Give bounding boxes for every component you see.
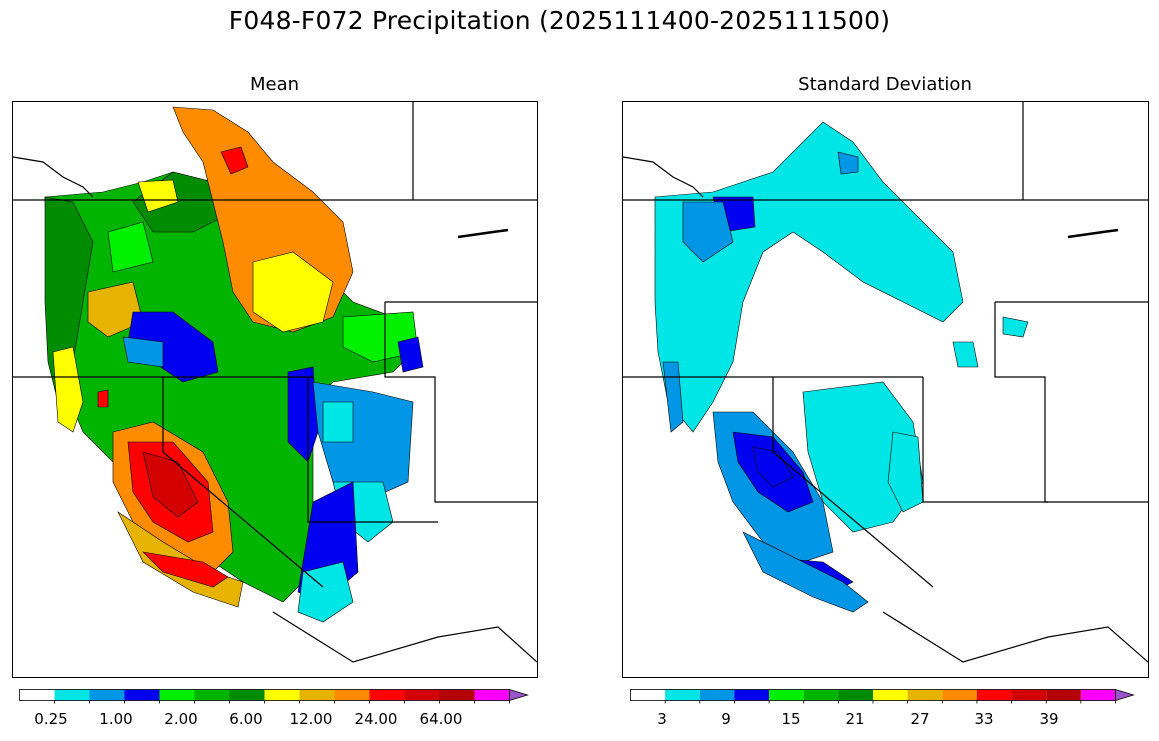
colorbar-swatch [89,689,125,701]
colorbar-swatch [699,689,735,701]
border-state-5 [922,377,1048,503]
colorbar-swatch [907,689,943,701]
colorbar-swatch [838,689,873,701]
region-lightblue-central [122,336,164,368]
colorbar-std-tick: 27 [910,710,930,728]
region-yellow-nw [137,179,179,213]
region-red-ca-south [142,551,229,588]
colorbar-std-tick: 3 [657,710,667,728]
region-blue-ne [397,336,424,373]
region-cyan-ne [952,341,979,368]
colorbar-swatch [942,689,977,701]
region-cyan-east [322,401,354,443]
colorbar-std-tick: 21 [845,710,865,728]
colorbar-swatch [194,689,230,701]
colorbar-swatch [404,689,440,701]
region-blue-coast [662,361,684,433]
map-mean [12,101,538,678]
colorbar-mean-tick: 2.00 [164,710,198,728]
colorbar-swatch [54,689,90,701]
lake-1 [457,228,509,239]
colorbar-mean-extend-arrow [509,688,529,702]
colorbar-swatch [873,689,908,701]
colorbar-std [630,688,1135,704]
colorbar-swatch [369,689,405,701]
colorbar-std-tick: 39 [1039,710,1059,728]
colorbar-swatch [474,689,510,701]
colorbar-std-tick: 15 [781,710,801,728]
region-lightblue-north [837,151,859,175]
colorbar-swatch [264,689,300,701]
colorbar-mean-tick: 24.00 [354,710,398,728]
colorbar-swatch [334,689,370,701]
colorbar-std-labels: 3 9 15 21 27 33 39 [630,710,1142,730]
colorbar-mean-tick: 6.00 [229,710,263,728]
colorbar-mean [19,688,529,704]
colorbar-swatch [439,689,475,701]
colorbar-std-tick: 33 [974,710,994,728]
colorbar-mean-tick: 0.25 [34,710,68,728]
border-state-2 [994,302,1148,503]
region-cyan-east [887,431,924,513]
colorbar-swatch [976,689,1012,701]
map-mean-svg [13,102,537,663]
coast-bc [13,156,94,198]
colorbar-swatch [229,689,265,701]
panel-title-mean: Mean [249,74,300,95]
colorbar-swatch [665,689,700,701]
figure-title: F048-F072 Precipitation (2025111400-2025… [228,6,891,35]
colorbar-swatch [803,689,839,701]
colorbar-mean-tick: 1.00 [99,710,133,728]
region-cyan-south [297,561,354,623]
region-gold-oregon [87,281,144,338]
region-red-coast [97,389,109,408]
border-state-4 [772,377,934,588]
colorbar-swatch [1080,689,1116,701]
colorbar-mean-tick: 64.00 [419,710,463,728]
border-mexico [882,611,1148,663]
map-std-svg [623,102,1148,663]
colorbar-std-extend-arrow [1115,688,1135,702]
border-state-4 [162,377,324,588]
coast-bc [623,156,704,198]
colorbar-swatch [734,689,770,701]
map-std [622,101,1149,678]
border-mexico [272,611,537,663]
region-cyan-west [654,121,964,433]
border-state-2 [384,302,537,503]
region-yellow-coast [52,346,84,433]
colorbar-swatch [630,689,666,701]
colorbar-mean-tick: 12.00 [289,710,333,728]
panel-title-std: Standard Deviation [798,74,972,95]
region-brightgreen-1 [107,221,154,273]
colorbar-swatch [19,689,55,701]
colorbar-swatch [1011,689,1047,701]
border-state-5 [307,377,438,523]
region-lightblue-nw [682,201,734,263]
region-blue-east [287,366,319,463]
region-cyan-ne2 [1002,316,1029,338]
region-darkblue-ca [752,446,794,488]
region-yellow-idaho [252,251,334,333]
colorbar-swatch [159,689,195,701]
colorbar-mean-labels: 0.25 1.00 2.00 6.00 12.00 24.00 64.00 [19,710,531,730]
colorbar-swatch [1046,689,1081,701]
region-red-north [220,146,249,175]
region-lightblue-south [742,531,869,613]
colorbar-swatch [769,689,804,701]
region-cyan-central [802,381,924,533]
colorbar-swatch [124,689,160,701]
lake-1 [1067,228,1119,239]
colorbar-std-tick: 9 [721,710,731,728]
colorbar-swatch [299,689,335,701]
